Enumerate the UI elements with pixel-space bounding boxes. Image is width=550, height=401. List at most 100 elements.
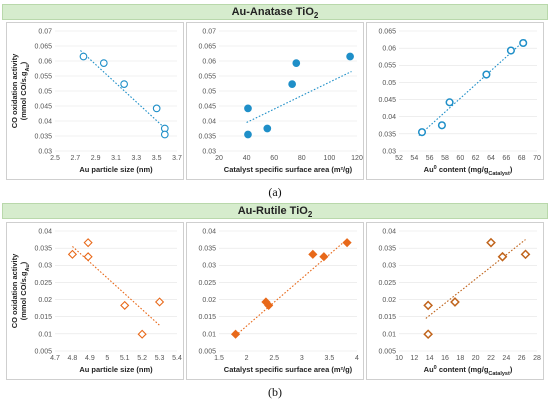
y-tick-label: 0.03 [202, 148, 216, 155]
y-tick-label: 0.035 [198, 246, 216, 253]
y-tick-label: 0.04 [382, 228, 396, 235]
x-tick-label: 100 [324, 155, 336, 162]
data-point [519, 38, 528, 48]
x-tick-label: 20 [472, 355, 480, 362]
data-point [292, 59, 301, 67]
y-tick-label: 0.07 [38, 28, 52, 35]
x-tick-label: 26 [518, 355, 526, 362]
x-tick-label: 60 [270, 155, 278, 162]
x-tick-label: 3.7 [172, 155, 182, 162]
y-tick-label: 0.03 [382, 263, 396, 270]
x-tick-label: 120 [351, 155, 363, 162]
y-tick-label: 0.065 [378, 28, 396, 35]
y-tick-label: 0.03 [38, 148, 52, 155]
x-tick-label: 18 [456, 355, 464, 362]
x-tick-label: 5.3 [155, 355, 165, 362]
chart-b1-svg: 0.005 0.01 0.015 0.02 0.025 0.03 0.035 0.04 4.7 4… [10, 228, 182, 374]
x-tick-label: 4.7 [50, 355, 60, 362]
chart-panel-b3: 0.005 0.01 0.015 0.02 0.025 0.03 0.035 0.04 10 12… [366, 222, 544, 380]
x-axis-label: Catalyst specific surface area (m²/g) [224, 365, 353, 374]
trendline [80, 50, 168, 131]
section-title-anatase-sub: 2 [313, 11, 319, 21]
x-tick-label: 2.5 [269, 355, 279, 362]
y-tick-label: 0.055 [198, 73, 216, 80]
y-axis-label-line1: CO oxidation activity [10, 53, 19, 128]
data-point [230, 329, 241, 339]
data-point [67, 249, 78, 259]
x-axis-label: Au particle size (nm) [79, 365, 153, 374]
y-tick-label: 0.04 [202, 228, 216, 235]
x-tick-label: 58 [441, 155, 449, 162]
y-axis-label-line2: (mmol CO/s.gAu) [19, 261, 31, 320]
y-tick-label: 0.04 [382, 114, 396, 121]
section-title-rutile-text: Au-Rutile TiO [237, 205, 308, 217]
y-tick-label: 0.04 [202, 118, 216, 125]
data-point [445, 98, 454, 107]
data-point [486, 237, 496, 248]
x-tick-label: 3.5 [152, 155, 162, 162]
x-tick-label: 68 [518, 155, 526, 162]
y-tick-label: 0.065 [34, 43, 52, 50]
y-tick-label: 0.045 [198, 103, 216, 110]
y-tick-label: 0.07 [202, 28, 216, 35]
y-tick-label: 0.035 [34, 246, 52, 253]
x-tick-label: 10 [395, 355, 403, 362]
trendline [418, 39, 526, 136]
y-tick-label: 0.005 [378, 348, 396, 355]
y-tick-label: 0.03 [38, 263, 52, 270]
y-tick-label: 0.02 [38, 297, 52, 304]
x-tick-label: 28 [533, 355, 541, 362]
caption-a: (a) [268, 185, 282, 199]
data-point [160, 130, 169, 139]
y-tick-label: 0.03 [382, 148, 396, 155]
y-tick-label: 0.03 [202, 263, 216, 270]
data-point [137, 329, 147, 339]
data-point [120, 80, 128, 88]
chart-b3-svg: 0.005 0.01 0.015 0.02 0.025 0.03 0.035 0.04 10 12… [378, 228, 541, 377]
data-point [346, 52, 354, 61]
x-tick-label: 24 [502, 355, 510, 362]
y-tick-label: 0.06 [38, 58, 52, 65]
data-point [482, 70, 491, 79]
x-tick-label: 54 [410, 155, 418, 162]
y-tick-label: 0.015 [198, 314, 216, 321]
y-tick-label: 0.045 [34, 103, 52, 110]
chart-a2-svg: 0.03 0.035 0.04 0.045 0.05 0.055 0.06 0.065 0.07… [198, 28, 363, 174]
y-tick-label: 0.02 [202, 297, 216, 304]
data-point [83, 238, 93, 248]
section-title-rutile-sub: 2 [307, 210, 313, 220]
data-point [342, 238, 352, 248]
data-point [437, 121, 446, 130]
x-tick-label: 2.9 [91, 155, 101, 162]
data-point [152, 104, 161, 113]
y-tick-label: 0.04 [38, 228, 52, 235]
chart-b2-svg: 0.005 0.01 0.015 0.02 0.025 0.03 0.035 0.04 1.5 2… [198, 228, 359, 374]
y-tick-label: 0.035 [34, 133, 52, 140]
x-tick-label: 40 [243, 155, 251, 162]
y-tick-label: 0.05 [382, 80, 396, 87]
x-tick-label: 66 [502, 155, 510, 162]
x-tick-label: 2 [245, 355, 249, 362]
y-axis-label-line2: (mmol CO/s.gAu) [19, 61, 31, 120]
x-tick-label: 4.8 [68, 355, 78, 362]
data-point [319, 252, 329, 262]
y-tick-label: 0.06 [382, 46, 396, 53]
data-point [423, 300, 433, 311]
trendline [235, 237, 350, 336]
y-tick-label: 0.035 [198, 133, 216, 140]
x-tick-label: 5 [105, 355, 109, 362]
trendline [246, 71, 352, 123]
x-tick-label: 5.1 [120, 355, 130, 362]
x-tick-label: 64 [487, 155, 495, 162]
data-point [99, 59, 108, 67]
x-tick-label: 70 [533, 155, 541, 162]
y-tick-label: 0.015 [378, 314, 396, 321]
y-tick-label: 0.06 [202, 58, 216, 65]
y-tick-label: 0.005 [198, 348, 216, 355]
y-tick-label: 0.04 [38, 118, 52, 125]
data-point [120, 300, 130, 310]
x-tick-label: 3.5 [325, 355, 335, 362]
y-tick-label: 0.065 [198, 43, 216, 50]
data-point [497, 251, 508, 262]
data-point [450, 297, 460, 307]
